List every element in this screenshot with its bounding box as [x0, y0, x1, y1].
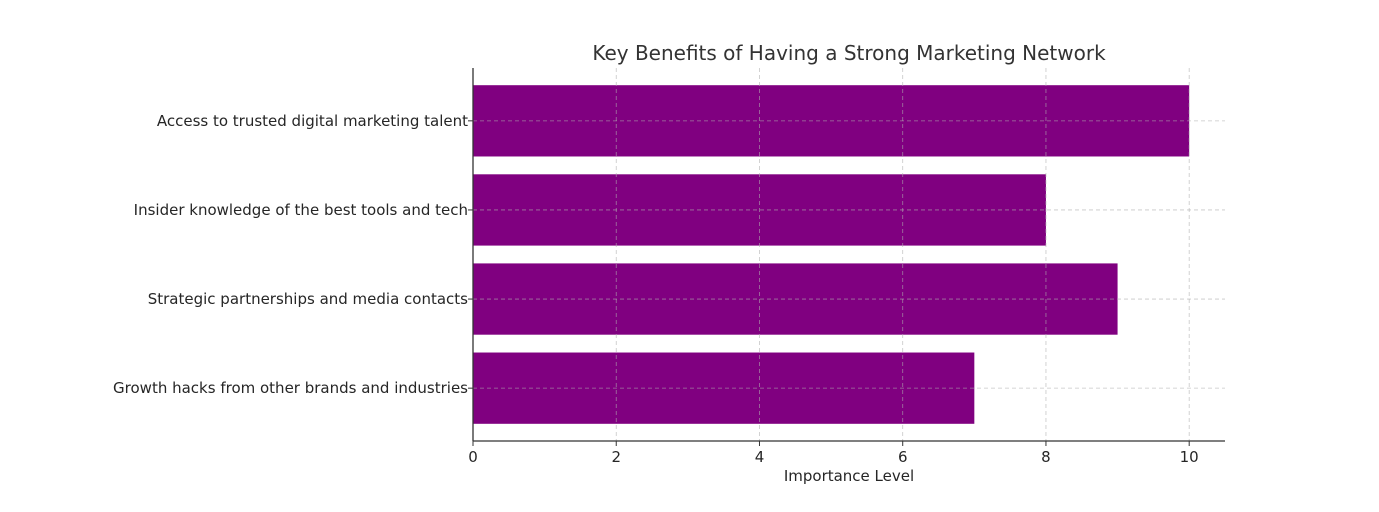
- x-tick-label: 2: [611, 448, 621, 466]
- x-axis-label: Importance Level: [784, 467, 914, 485]
- y-tick-label: Insider knowledge of the best tools and …: [134, 201, 468, 219]
- bar: [473, 352, 975, 424]
- x-tick-label: 6: [898, 448, 908, 466]
- y-tick-label: Growth hacks from other brands and indus…: [113, 379, 468, 397]
- x-tick-label: 8: [1041, 448, 1051, 466]
- chart-title: Key Benefits of Having a Strong Marketin…: [592, 41, 1106, 65]
- x-tick-label: 10: [1180, 448, 1199, 466]
- x-tick-label: 4: [755, 448, 765, 466]
- y-tick-label: Strategic partnerships and media contact…: [148, 290, 468, 308]
- x-tick-label: 0: [468, 448, 478, 466]
- y-tick-label: Access to trusted digital marketing tale…: [157, 112, 468, 130]
